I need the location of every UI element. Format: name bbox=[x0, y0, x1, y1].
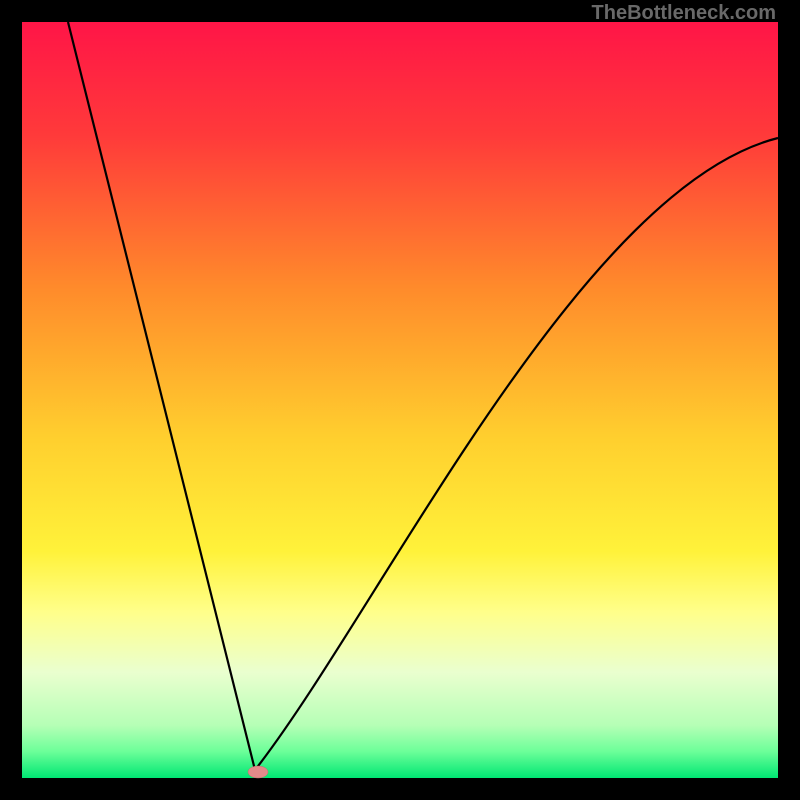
minimum-marker bbox=[248, 766, 268, 778]
bottleneck-chart bbox=[0, 0, 800, 800]
watermark-text: TheBottleneck.com bbox=[592, 2, 776, 25]
chart-plot-area bbox=[22, 22, 778, 778]
chart-container: TheBottleneck.com bbox=[0, 0, 800, 800]
